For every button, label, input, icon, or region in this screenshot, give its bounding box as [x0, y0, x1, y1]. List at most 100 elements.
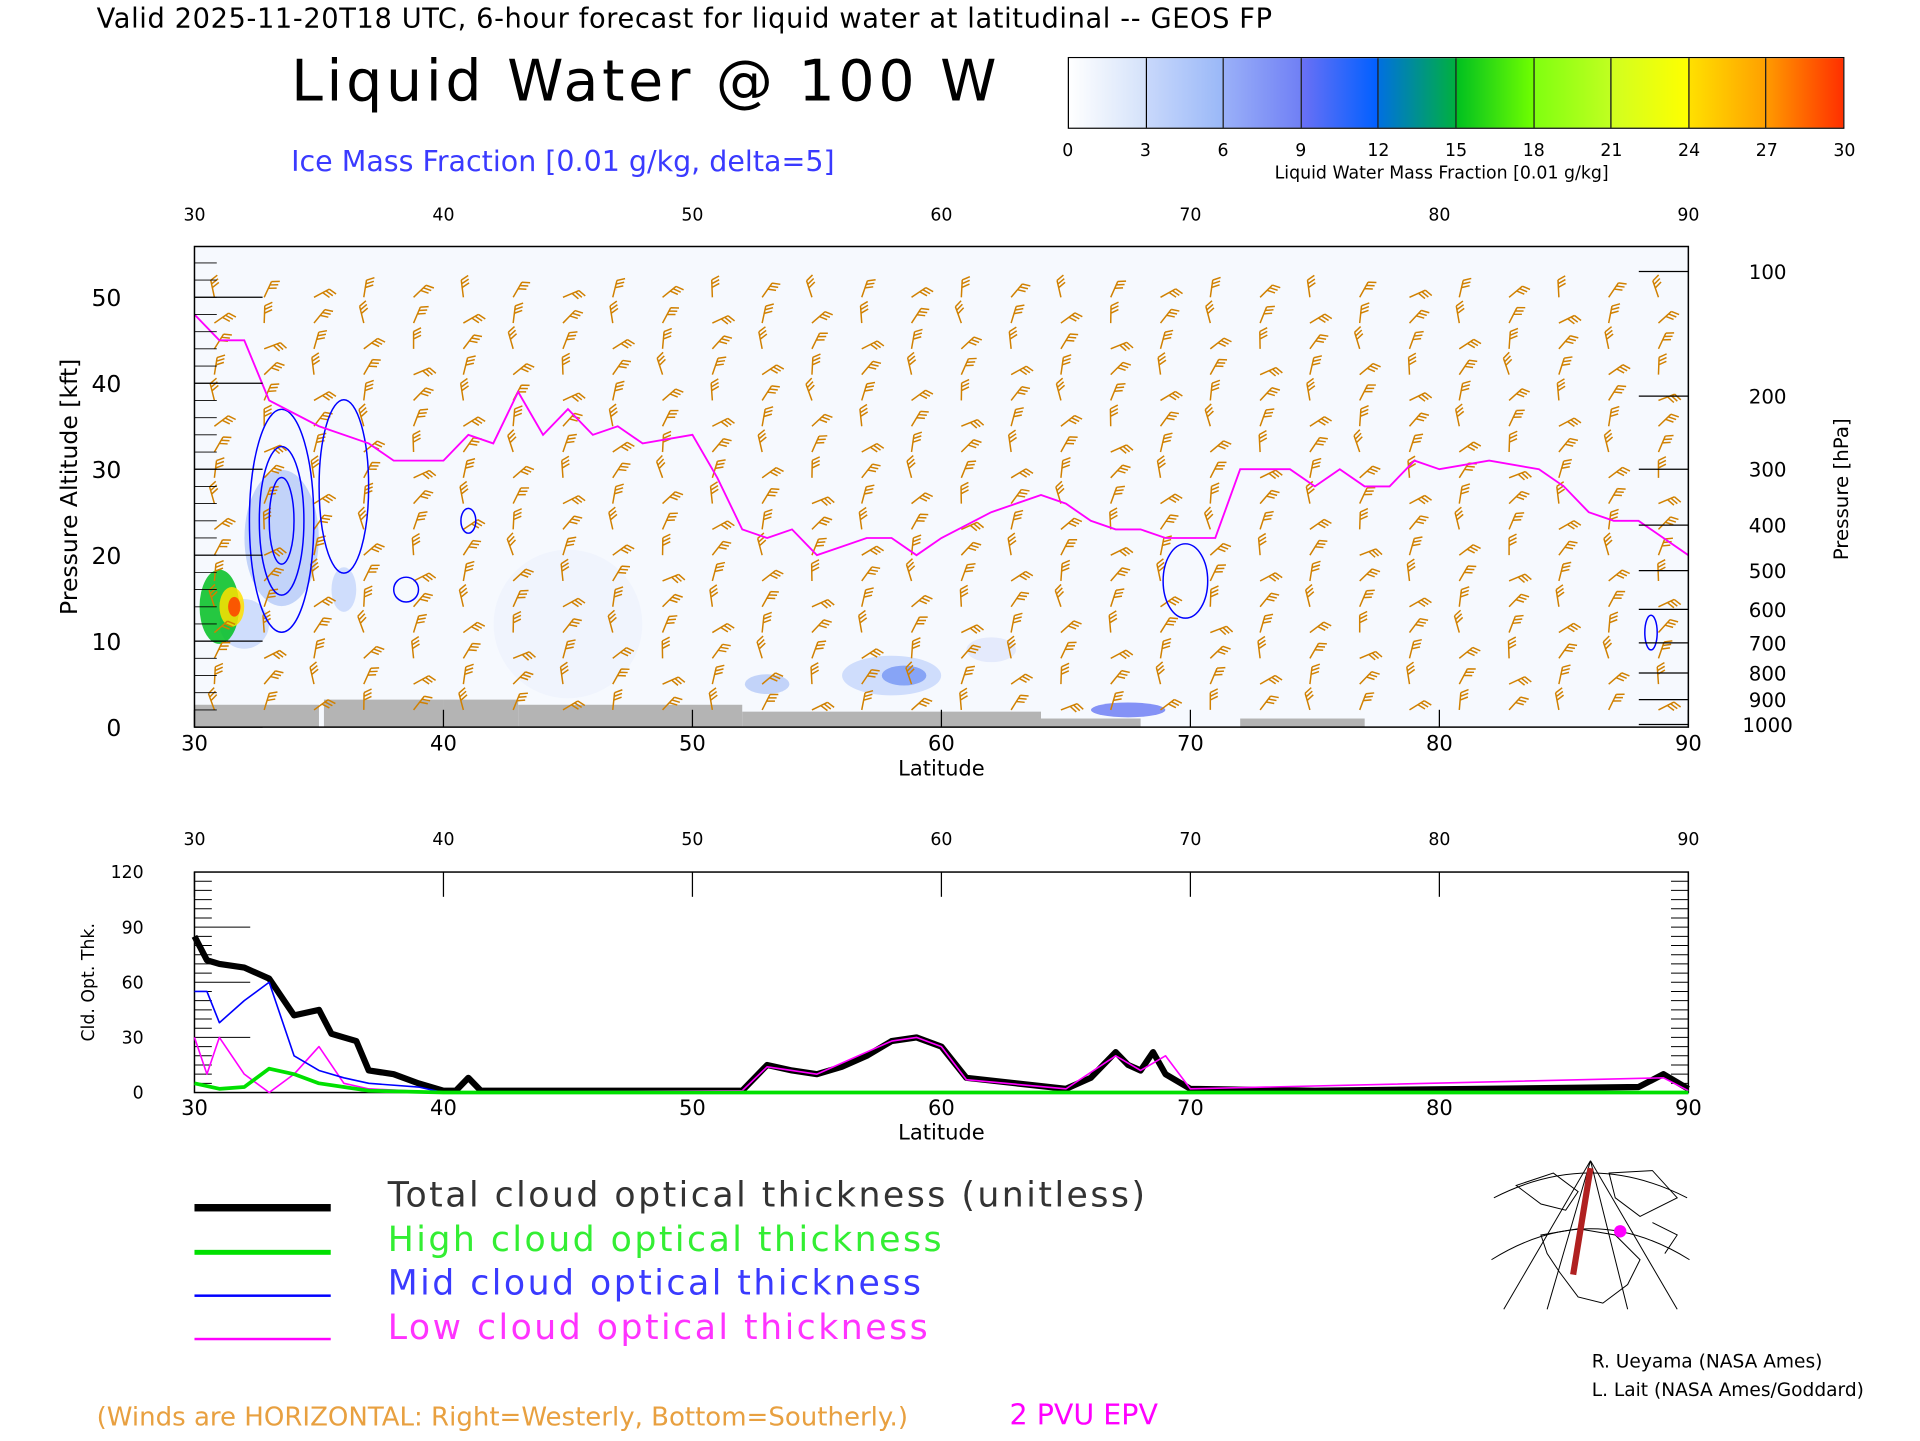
wind-barb — [1309, 355, 1323, 375]
wind-barb — [512, 508, 522, 530]
wind-barb — [1110, 444, 1134, 454]
wind-barb — [911, 594, 933, 608]
wind-barb — [1558, 437, 1579, 453]
wind-barb — [662, 285, 684, 298]
wind-barb — [562, 412, 583, 427]
wind-barb — [1110, 464, 1131, 479]
wind-barb — [462, 334, 483, 350]
wind-barb — [960, 275, 971, 298]
colorbar-tick-label: 15 — [1445, 141, 1468, 162]
wind-barb — [708, 687, 718, 711]
wind-barb — [1657, 332, 1675, 350]
wind-barb — [612, 359, 632, 376]
y-tick-label: 20 — [91, 542, 121, 570]
cross-section-track — [1570, 1167, 1594, 1276]
wind-barb — [213, 415, 237, 427]
top-x-tick-label: 80 — [1428, 205, 1450, 225]
plot-frame — [193, 871, 1690, 1094]
wind-barb — [512, 692, 529, 711]
wind-barb — [561, 352, 571, 375]
wind-barb — [512, 363, 535, 376]
colorbar-tick-label: 6 — [1217, 141, 1229, 162]
locator-map — [1491, 1160, 1690, 1310]
wind-barb — [1508, 285, 1531, 298]
colorbar-tick-label: 30 — [1833, 141, 1856, 162]
wind-barb — [561, 455, 570, 478]
wind-barb — [1109, 301, 1119, 324]
wind-barb — [462, 539, 482, 556]
wind-barb — [363, 543, 385, 556]
wind-barb — [559, 661, 569, 685]
wind-barb — [1110, 567, 1131, 582]
wind-barb — [313, 308, 334, 324]
credit-line: R. Ueyama (NASA Ames) — [1591, 1350, 1823, 1373]
colorbar-segment — [1068, 58, 1147, 128]
wind-barb — [1458, 338, 1482, 350]
wind-barb — [761, 569, 784, 582]
wind-barb — [363, 564, 380, 582]
wind-barb — [612, 462, 631, 479]
wind-barb — [1309, 642, 1327, 659]
colorbar-segment — [1301, 58, 1380, 128]
wind-barb — [562, 639, 576, 659]
wind-barb — [1110, 690, 1124, 711]
wind-barb — [959, 687, 968, 710]
wind-barb — [512, 589, 529, 608]
wind-barb — [1508, 696, 1529, 711]
legend-label-high: High cloud optical thickness — [387, 1218, 945, 1260]
top-x-tick-label: 40 — [432, 830, 454, 850]
wind-barb — [1359, 281, 1377, 298]
wind-barb — [207, 687, 218, 711]
wind-barb — [1408, 515, 1429, 530]
wind-barb — [1657, 516, 1679, 530]
legend-swatch-high — [194, 1249, 331, 1255]
wind-barb — [1060, 312, 1083, 324]
wind-barb — [811, 456, 821, 478]
x-tick-label: 30 — [181, 731, 208, 756]
wind-barb — [1060, 641, 1077, 659]
wind-barb — [1507, 636, 1517, 659]
wind-barb — [263, 567, 285, 582]
wind-barb — [1359, 362, 1381, 376]
wind-barb — [1209, 461, 1227, 479]
wind-barb — [1010, 591, 1030, 608]
wind-barb — [357, 609, 367, 633]
wind-barb — [313, 617, 332, 633]
wind-barb — [1010, 407, 1024, 427]
wind-barb — [1406, 558, 1416, 582]
wind-barb — [562, 495, 586, 505]
wind-barb — [313, 329, 328, 350]
wind-barb — [1558, 335, 1579, 350]
wind-barb — [757, 429, 767, 453]
wind-barb — [661, 512, 678, 530]
wind-barb — [363, 276, 375, 298]
legend-label-low: Low cloud optical thickness — [387, 1306, 931, 1348]
wind-barb — [213, 312, 237, 324]
wind-barb — [861, 484, 875, 504]
wind-barb — [263, 691, 278, 711]
top-x-tick-label: 70 — [1179, 830, 1201, 850]
wind-barb — [910, 513, 929, 530]
wind-barb — [1556, 378, 1566, 401]
wind-barb — [1359, 465, 1381, 479]
wind-barb — [960, 357, 977, 375]
wind-barb — [811, 640, 827, 659]
wind-barb — [1159, 411, 1180, 427]
wind-barb — [562, 618, 582, 634]
wind-barb — [1408, 536, 1423, 556]
wind-barb — [413, 469, 437, 480]
wind-barb — [1558, 540, 1578, 556]
wind-barb — [463, 313, 486, 324]
wind-barb — [961, 521, 985, 532]
wind-barb — [761, 364, 785, 376]
wind-barb — [313, 535, 326, 556]
wind-barb — [1557, 275, 1566, 298]
wind-barb — [413, 490, 434, 505]
terrain — [742, 711, 1042, 728]
y-tick-label: 0 — [106, 714, 121, 742]
wind-barb — [1258, 429, 1268, 453]
wind-barb — [562, 433, 577, 453]
wind-barb — [1558, 314, 1582, 325]
wind-barb — [1558, 417, 1582, 428]
wind-barb — [1508, 306, 1526, 324]
